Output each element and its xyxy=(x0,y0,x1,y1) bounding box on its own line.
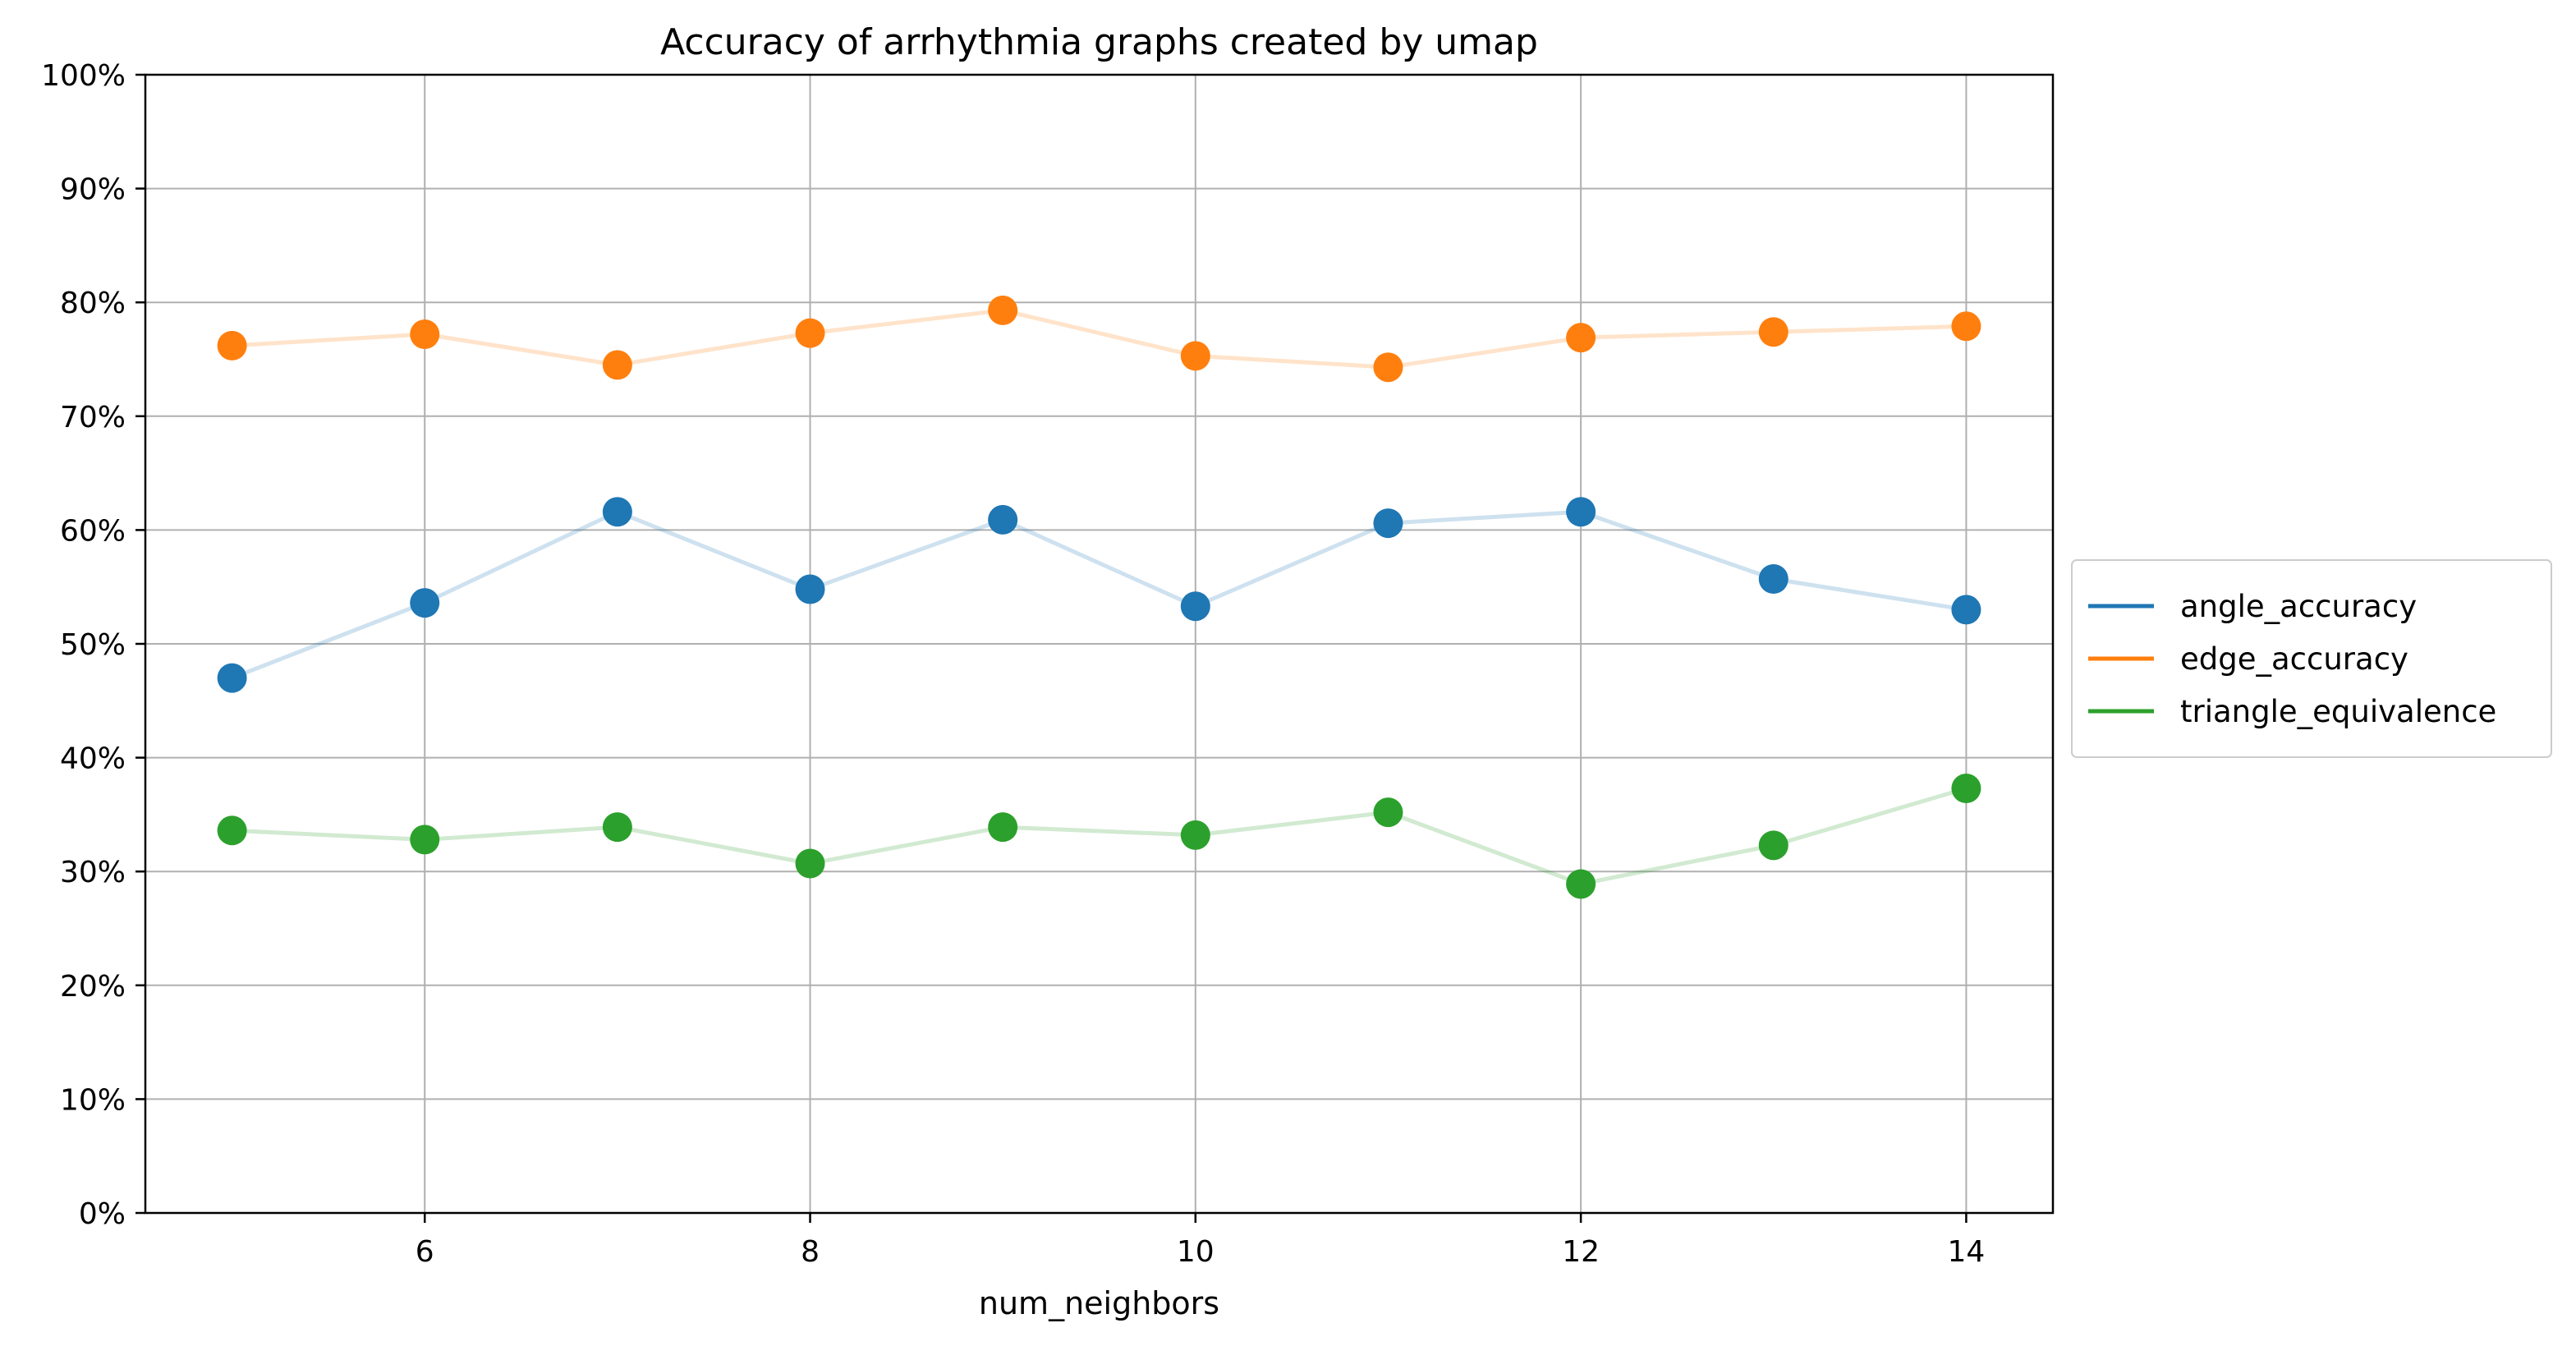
data-point-edge_accuracy xyxy=(1758,317,1789,347)
data-point-edge_accuracy xyxy=(410,319,440,350)
data-point-angle_accuracy xyxy=(217,663,247,693)
x-tick-label: 12 xyxy=(1562,1235,1600,1269)
data-point-edge_accuracy xyxy=(988,295,1018,325)
legend-frame xyxy=(2071,559,2552,758)
y-tick-label: 70% xyxy=(60,401,126,434)
data-point-triangle_equivalence xyxy=(410,825,440,855)
data-point-triangle_equivalence xyxy=(1951,774,1981,804)
data-point-angle_accuracy xyxy=(1758,563,1789,594)
data-point-triangle_equivalence xyxy=(1373,797,1403,828)
data-point-angle_accuracy xyxy=(795,574,825,604)
x-tick-label: 14 xyxy=(1948,1235,1986,1269)
axis-ticks: 6 8 10 12 14 0% 10% 20% 30% 40% 50% 60% 70% 80% 90% 100… xyxy=(41,59,1985,1269)
data-point-triangle_equivalence xyxy=(602,812,632,843)
x-tick-label: 10 xyxy=(1177,1235,1215,1269)
series-group xyxy=(217,295,1981,899)
y-tick-label: 20% xyxy=(60,970,126,1004)
series-edge_accuracy xyxy=(217,295,1981,383)
data-point-angle_accuracy xyxy=(410,588,440,618)
legend-label-edge_accuracy: edge_accuracy xyxy=(2180,641,2408,677)
series-triangle_equivalence xyxy=(217,774,1981,899)
y-tick-label: 80% xyxy=(60,287,126,320)
data-point-angle_accuracy xyxy=(1180,591,1210,622)
y-tick-label: 60% xyxy=(60,514,126,548)
legend-label-triangle_equivalence: triangle_equivalence xyxy=(2180,694,2496,729)
x-axis-label: num_neighbors xyxy=(979,1285,1219,1321)
y-tick-label: 50% xyxy=(60,628,126,662)
legend-items: angle_accuracy edge_accuracy triangle_equi… xyxy=(2088,589,2496,729)
legend-label-angle_accuracy: angle_accuracy xyxy=(2180,589,2417,624)
data-point-angle_accuracy xyxy=(1566,497,1596,527)
y-tick-label: 40% xyxy=(60,742,126,776)
data-point-triangle_equivalence xyxy=(988,812,1018,843)
legend: angle_accuracy edge_accuracy triangle_equi… xyxy=(2071,559,2552,758)
data-point-edge_accuracy xyxy=(1951,311,1981,342)
data-point-triangle_equivalence xyxy=(1566,869,1596,899)
data-point-angle_accuracy xyxy=(602,497,632,527)
data-point-angle_accuracy xyxy=(1373,508,1403,539)
series-line-triangle_equivalence xyxy=(232,786,1968,886)
series-line-angle_accuracy xyxy=(231,509,1967,680)
data-point-edge_accuracy xyxy=(1566,323,1596,353)
y-tick-label: 30% xyxy=(60,856,126,889)
data-point-triangle_equivalence xyxy=(217,815,247,846)
data-point-triangle_equivalence xyxy=(795,848,825,879)
data-point-edge_accuracy xyxy=(1373,352,1403,383)
data-point-edge_accuracy xyxy=(795,318,825,348)
x-tick-label: 8 xyxy=(801,1235,820,1269)
data-point-triangle_equivalence xyxy=(1758,830,1789,861)
series-line-edge_accuracy xyxy=(232,308,1967,370)
x-tick-label: 6 xyxy=(416,1235,434,1269)
y-tick-label: 10% xyxy=(60,1083,126,1117)
series-angle_accuracy xyxy=(217,497,1981,693)
data-point-triangle_equivalence xyxy=(1180,820,1210,850)
data-point-edge_accuracy xyxy=(1180,341,1210,371)
data-point-angle_accuracy xyxy=(1951,595,1981,625)
data-point-edge_accuracy xyxy=(602,350,632,380)
y-tick-label: 90% xyxy=(60,173,126,207)
data-point-edge_accuracy xyxy=(217,330,247,361)
grid xyxy=(145,74,2053,1214)
y-tick-label: 0% xyxy=(79,1197,126,1231)
data-point-angle_accuracy xyxy=(988,504,1018,535)
y-tick-label: 100% xyxy=(41,59,126,93)
chart-title: Accuracy of arrhythmia graphs created by… xyxy=(660,21,1538,63)
